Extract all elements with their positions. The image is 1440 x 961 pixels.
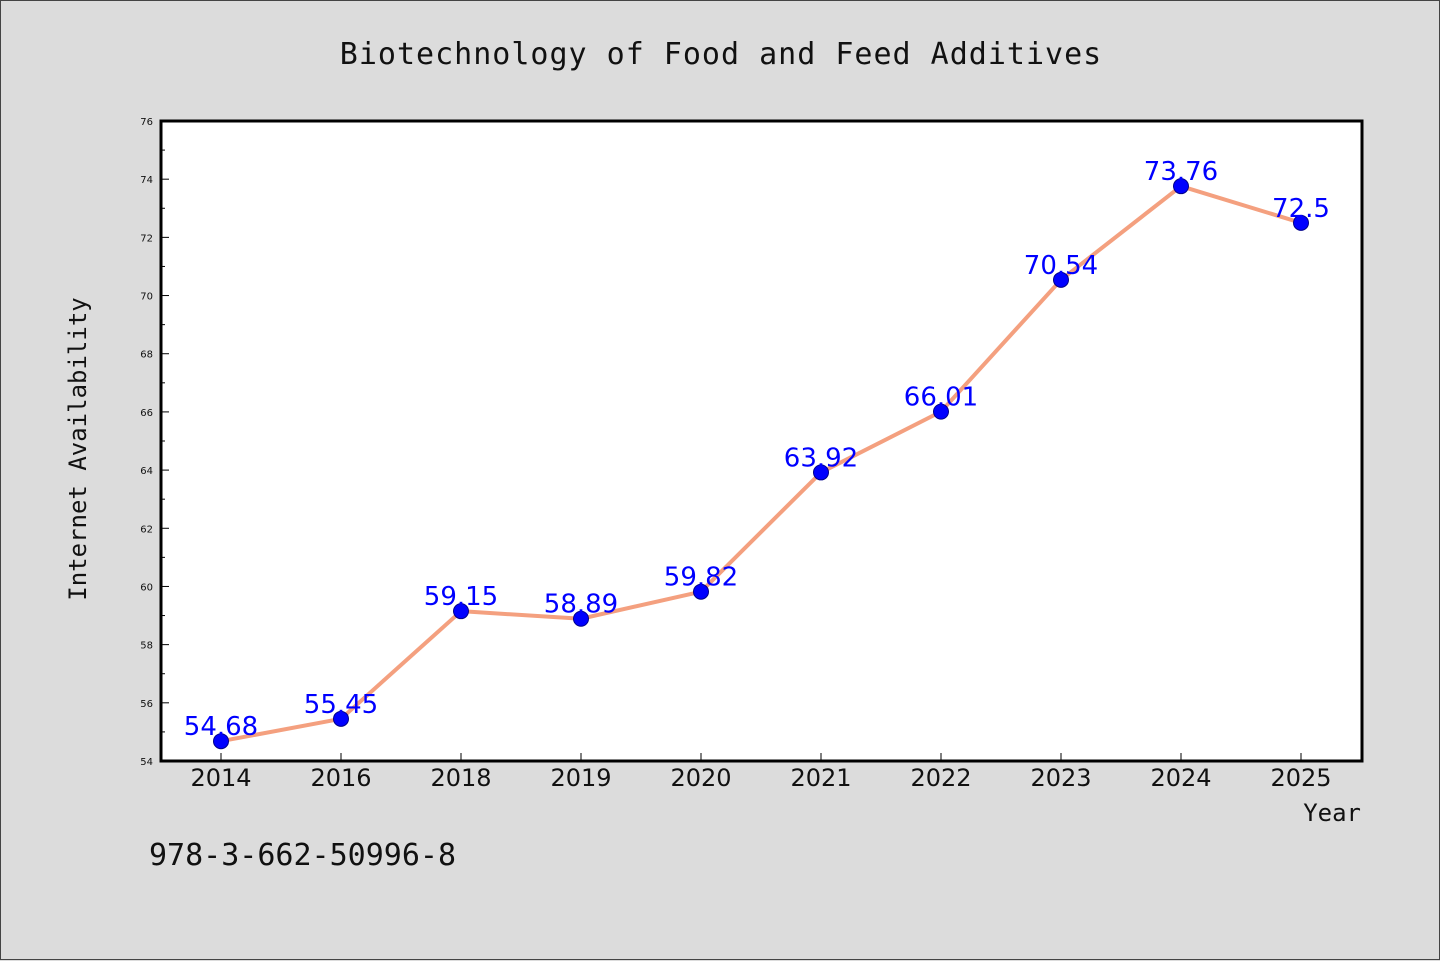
data-point-marker	[333, 710, 349, 727]
data-value-label: 72.5	[1272, 194, 1330, 224]
data-value-label: 59.82	[664, 563, 738, 593]
series-line	[219, 184, 1303, 744]
data-value-label: 59.15	[424, 582, 498, 612]
data-value-label: 55.45	[304, 690, 378, 720]
data-point-marker	[933, 403, 949, 420]
x-tick-label: 2025	[1270, 764, 1331, 792]
series-line-group	[219, 184, 1303, 744]
x-tick-label: 2018	[430, 764, 491, 792]
y-tick-label: 60	[140, 582, 153, 593]
data-point-marker	[573, 610, 589, 627]
x-tick-label: 2024	[1150, 764, 1211, 792]
x-axis-label: Year	[1303, 799, 1361, 827]
y-tick-label: 66	[140, 408, 153, 419]
y-tick-label: 68	[140, 350, 153, 361]
y-tick-label: 74	[140, 175, 153, 186]
data-labels: 54.68 55.45 59.15 58.89 59.82 63.92 66.01 70.54…	[184, 157, 1330, 742]
data-point-marker	[213, 733, 229, 750]
x-tick-label: 2016	[310, 764, 371, 792]
x-tick-label: 2022	[910, 764, 971, 792]
data-value-label: 70.54	[1024, 251, 1098, 281]
x-tick-label: 2021	[790, 764, 851, 792]
data-value-label: 73.76	[1144, 157, 1218, 187]
chart-title: Biotechnology of Food and Feed Additives	[340, 37, 1102, 72]
x-tick-label: 2020	[670, 764, 731, 792]
y-tick-label: 58	[140, 641, 153, 652]
data-point-marker	[1173, 178, 1189, 195]
y-tick-label: 70	[140, 292, 153, 303]
plot-area	[159, 119, 1364, 763]
x-axis-ticks: 2014 2016 2018 2019 2020 2021 2022 2023 2024 2025	[190, 753, 1332, 792]
data-value-label: 66.01	[904, 383, 978, 413]
data-value-label: 58.89	[544, 590, 618, 620]
data-point-marker	[1293, 214, 1309, 231]
y-tick-label: 62	[140, 524, 153, 535]
data-value-label: 63.92	[784, 443, 858, 473]
x-tick-label: 2023	[1030, 764, 1091, 792]
footnote-isbn: 978-3-662-50996-8	[149, 838, 456, 873]
y-tick-label: 72	[140, 233, 153, 244]
data-point-marker	[1053, 271, 1069, 288]
x-tick-label: 2019	[550, 764, 611, 792]
x-tick-label: 2014	[190, 764, 251, 792]
y-axis-label: Internet Availability	[64, 297, 92, 600]
data-point-marker	[813, 464, 829, 481]
data-point-marker	[453, 603, 469, 620]
y-axis-ticks: 54 56 58 60 62 64 66 68 70 72 74 76	[140, 117, 169, 768]
data-markers	[213, 178, 1309, 750]
data-value-label: 54.68	[184, 712, 258, 742]
y-tick-label: 56	[140, 699, 153, 710]
y-tick-label: 76	[140, 117, 153, 128]
y-tick-label: 54	[140, 757, 153, 768]
y-tick-label: 64	[140, 466, 153, 477]
data-point-marker	[693, 583, 709, 600]
